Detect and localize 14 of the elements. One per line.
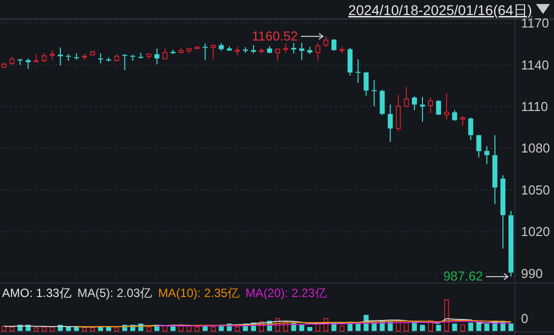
annotation: 1160.52 (252, 28, 298, 44)
text: 0 (521, 311, 528, 326)
y-tick-label: 990 (521, 266, 543, 281)
y-tick-label: 1050 (521, 182, 550, 198)
text: AMO: 1.33亿 (2, 286, 72, 300)
y-tick-label: 1110 (521, 99, 548, 114)
annotation: 987.62 (443, 268, 483, 284)
text: MA(10): 2.35亿 (158, 286, 240, 300)
text: MA(5): 2.03亿 (77, 286, 152, 300)
y-tick-label: 1020 (521, 224, 550, 240)
y-tick-label: 1080 (521, 140, 550, 156)
series-label: MA(20): 2.23亿 (245, 286, 327, 300)
y-tick-label: 1140 (521, 57, 549, 72)
chart-title: 2024/10/18-2025/01/16(64日) (348, 2, 532, 18)
